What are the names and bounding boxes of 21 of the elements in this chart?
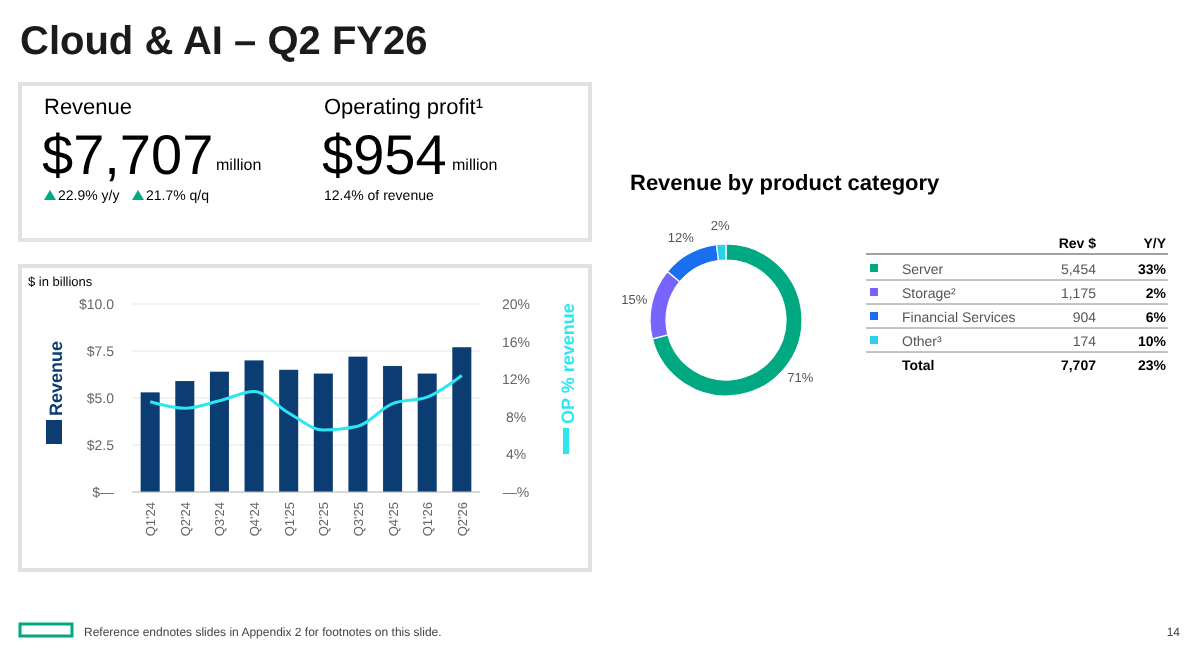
chart-title: Revenue by product category — [630, 172, 942, 196]
bar — [244, 360, 264, 492]
line-series — [148, 373, 464, 432]
text: million — [216, 156, 262, 174]
bar — [279, 369, 299, 492]
bar — [348, 356, 368, 492]
bar — [209, 371, 229, 492]
text: million — [452, 156, 498, 174]
text: Operating profit¹ — [324, 96, 484, 120]
bar — [383, 366, 403, 492]
text: $7,707 — [42, 124, 214, 186]
bar — [140, 392, 160, 492]
bar — [175, 381, 195, 492]
text: Revenue — [46, 340, 66, 416]
bar — [452, 347, 472, 492]
text: OP % revenue — [558, 303, 578, 424]
bar — [313, 373, 333, 492]
text: $954 — [322, 124, 447, 186]
text: Revenue — [44, 96, 133, 120]
text: Cloud & AI – Q2 FY26 — [20, 20, 428, 64]
bar — [417, 373, 437, 492]
